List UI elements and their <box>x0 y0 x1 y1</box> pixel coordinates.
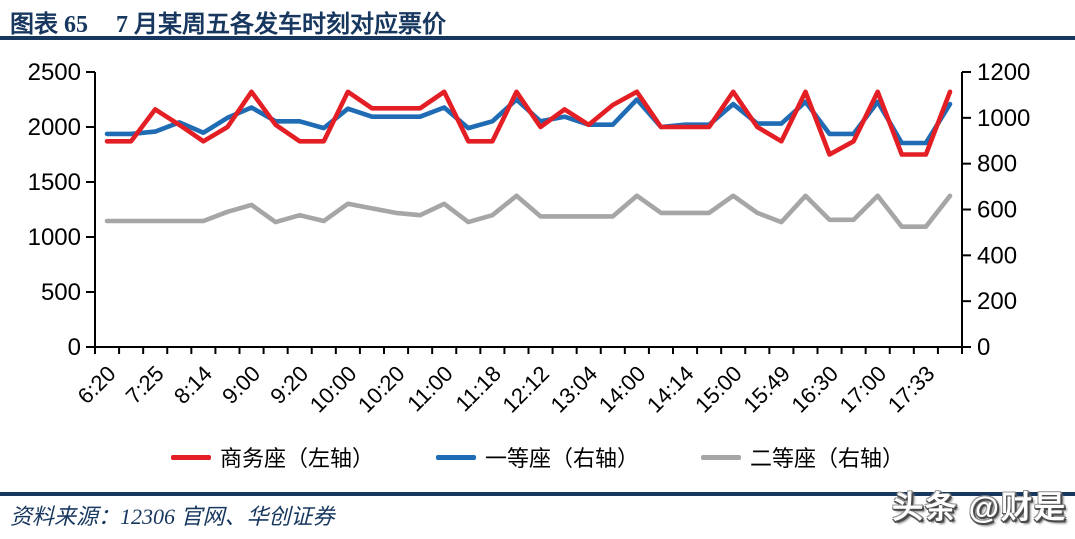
x-axis-tick-label: 12:12 <box>497 361 554 418</box>
watermark: 头条 @财是 <box>892 490 1067 525</box>
x-axis-tick-label: 14:14 <box>642 361 699 418</box>
x-axis-tick-label: 7:25 <box>121 361 169 409</box>
x-axis-tick-label: 9:00 <box>217 361 265 409</box>
x-axis-tick-label: 11:18 <box>450 361 505 416</box>
x-axis-tick-label: 15:49 <box>738 361 795 418</box>
legend-label-first-class: 一等座（右轴） <box>484 446 639 471</box>
legend-item-second-class: 二等座（右轴） <box>701 441 904 473</box>
second-class-line <box>104 193 953 229</box>
x-axis-tick-label: 13:04 <box>546 361 603 418</box>
x-axis-tick-label: 17:00 <box>835 361 892 418</box>
figure-title-text: 7 月某周五各发车时刻对应票价 <box>116 12 446 38</box>
x-axis-tick-label: 11:00 <box>402 361 457 416</box>
legend-line-second-class <box>701 454 741 460</box>
legend-line-business-class <box>170 454 211 460</box>
legend-item-first-class: 一等座（右轴） <box>435 441 639 473</box>
x-axis-tick-label: 6:20 <box>73 361 121 409</box>
x-axis-tick-label: 17:33 <box>883 361 940 418</box>
right-axis-tick-label: 600 <box>977 197 1017 224</box>
left-axis-tick-label: 0 <box>68 334 81 361</box>
x-axis-tick-label: 10:00 <box>305 361 362 418</box>
legend-item-business-class: 商务座（左轴） <box>170 441 374 473</box>
left-axis-tick-label: 2500 <box>28 59 81 86</box>
left-axis-tick-label: 500 <box>41 279 81 306</box>
source-note: 资料来源：12306 官网、华创证券 <box>10 504 335 529</box>
x-axis-tick-label: 14:00 <box>594 361 651 418</box>
footer-divider-rule <box>0 492 1075 496</box>
x-axis-tick-label: 8:14 <box>169 361 217 409</box>
title-divider-rule <box>0 36 1075 40</box>
x-axis-tick-label: 10:20 <box>353 361 410 418</box>
x-axis-tick-label: 16:30 <box>786 361 843 418</box>
right-axis-tick-label: 0 <box>977 334 990 361</box>
figure-number: 图表 65 <box>10 12 88 38</box>
right-axis-tick-label: 800 <box>977 151 1017 178</box>
right-axis-tick-label: 200 <box>977 288 1017 315</box>
business-class-line <box>104 89 953 157</box>
right-axis-tick-label: 400 <box>977 242 1017 269</box>
figure-title: 图表 65 7 月某周五各发车时刻对应票价 <box>10 4 446 39</box>
right-axis-tick-label: 1200 <box>977 59 1030 86</box>
x-axis-tick-label: 15:00 <box>690 361 747 418</box>
left-axis-tick-label: 2000 <box>28 114 81 141</box>
left-axis-tick-label: 1500 <box>28 169 81 196</box>
chart-legend: 商务座（左轴） 一等座（右轴） 二等座（右轴） <box>0 441 1075 473</box>
legend-label-business-class: 商务座（左轴） <box>219 446 374 471</box>
left-axis-tick-label: 1000 <box>28 224 81 251</box>
legend-label-second-class: 二等座（右轴） <box>750 446 905 471</box>
right-axis-tick-label: 1000 <box>977 105 1030 132</box>
legend-line-first-class <box>435 454 476 460</box>
